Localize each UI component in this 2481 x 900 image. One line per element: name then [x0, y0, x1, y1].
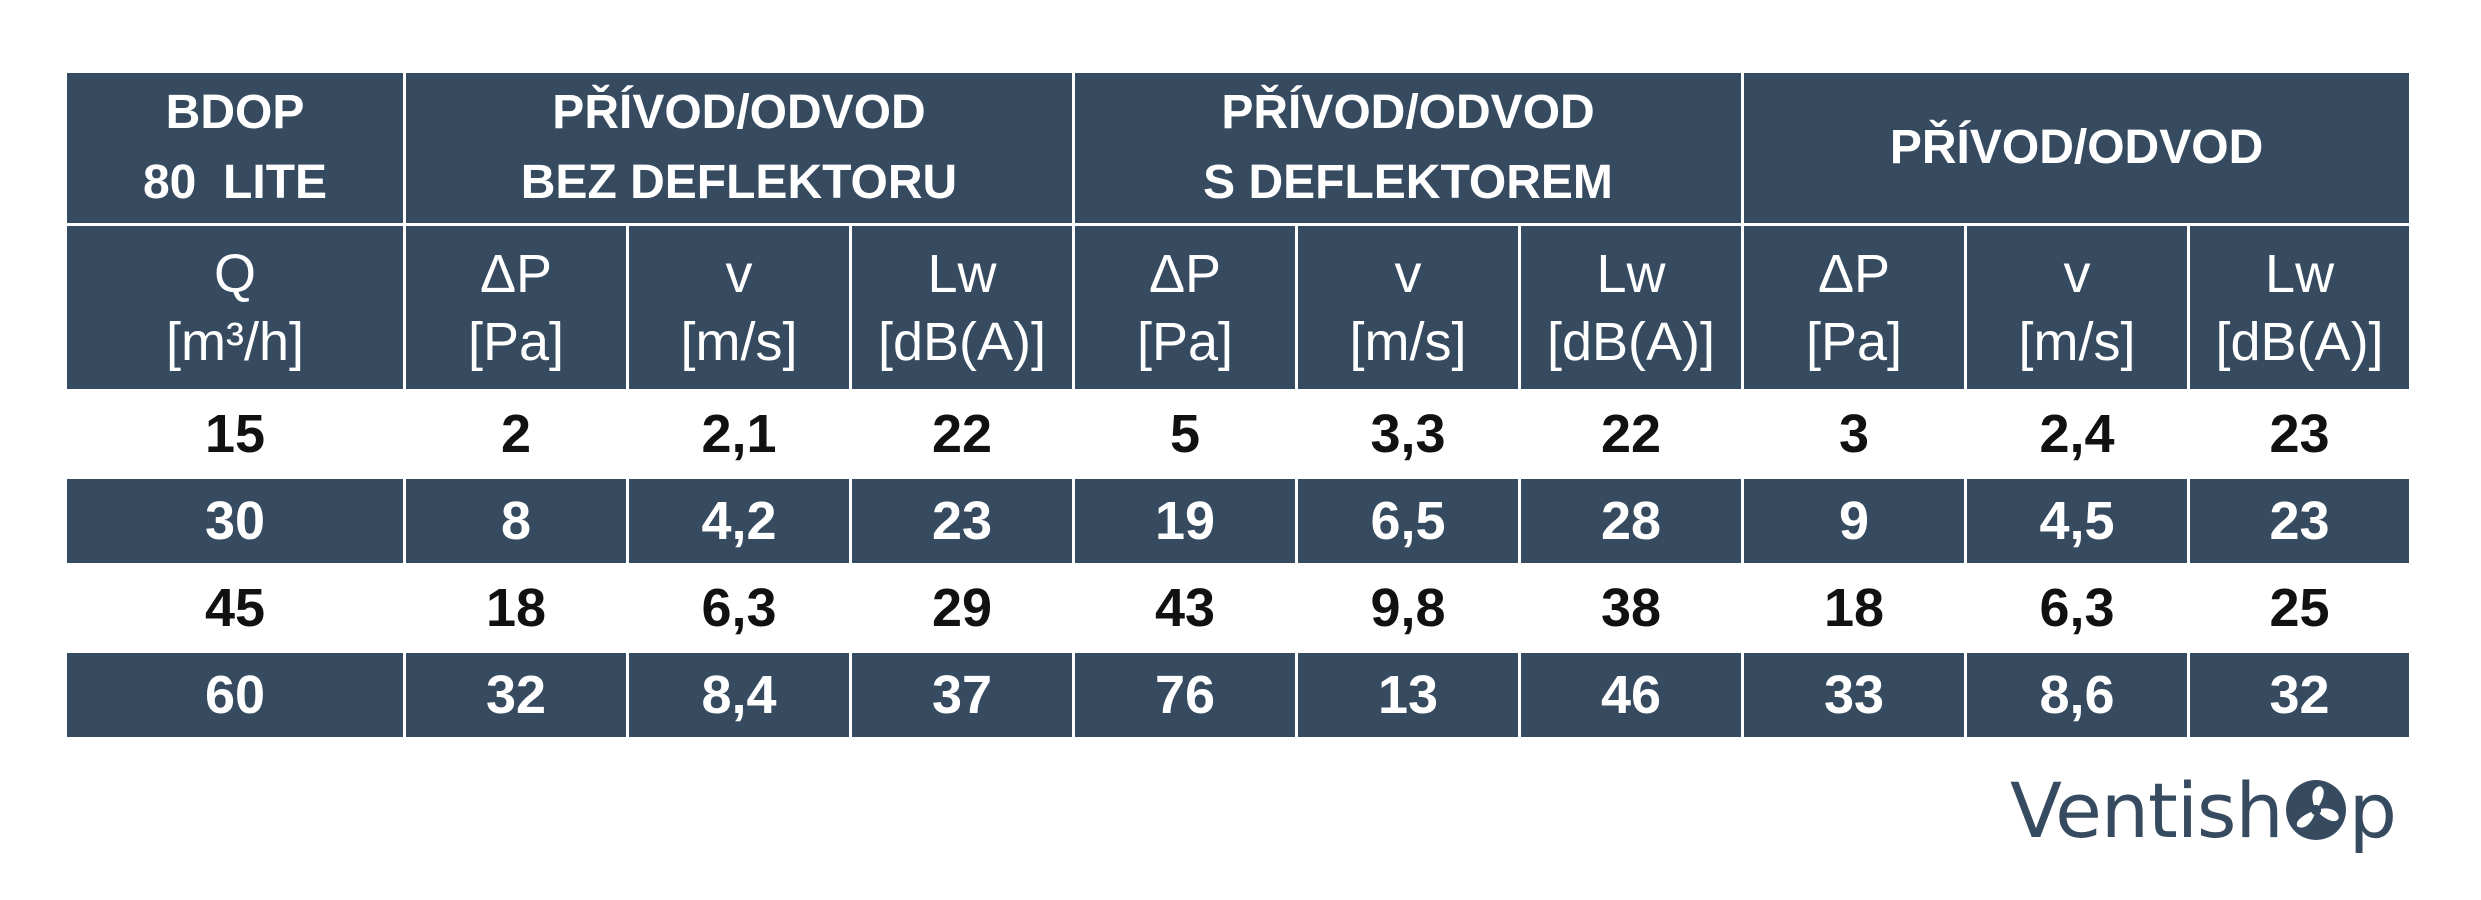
table-cell: 5	[1072, 389, 1298, 479]
header-group-row: BDOP 80 LITE PŘÍVOD/ODVOD BEZ DEFLEKTORU…	[64, 70, 2413, 226]
table-cell: 23	[2187, 476, 2413, 566]
table-row: 60 32 8,4 37 76 13 46 33 8,6 32	[64, 650, 2413, 740]
model-header: BDOP 80 LITE	[64, 70, 406, 226]
column-header-unit: [m³/h]	[165, 311, 304, 372]
model-name: BDOP	[165, 86, 305, 139]
group-header-no-deflector: PŘÍVOD/ODVOD BEZ DEFLEKTORU	[403, 70, 1075, 226]
table-cell: 6,3	[1964, 563, 2191, 653]
table-cell: 6,5	[1295, 476, 1521, 566]
column-header-quantity: v	[2063, 243, 2091, 304]
table-cell: 8	[403, 476, 629, 566]
flow-rate-cell: 45	[64, 563, 406, 653]
table-cell: 25	[2187, 563, 2413, 653]
column-header: Q [m³/h]	[64, 223, 406, 392]
column-header-quantity: Q	[213, 243, 256, 304]
column-header-row: Q [m³/h] ΔP [Pa] v [m/s] Lw [dB(A)] ΔP [Pa] v [m/s]…	[64, 223, 2413, 392]
table-cell: 38	[1517, 563, 1745, 653]
column-header: v [m/s]	[1295, 223, 1521, 392]
table-cell: 3	[1741, 389, 1968, 479]
column-header: ΔP [Pa]	[1741, 223, 1968, 392]
column-header-unit: [dB(A)]	[1546, 311, 1716, 372]
column-header-quantity: v	[1394, 243, 1422, 304]
group-header-line: PŘÍVOD/ODVOD	[1221, 86, 1595, 139]
table-cell: 29	[849, 563, 1075, 653]
table-cell: 6,3	[626, 563, 852, 653]
column-header-unit: [m/s]	[680, 311, 798, 372]
table-cell: 18	[403, 563, 629, 653]
model-variant: 80 LITE	[142, 156, 328, 209]
table-cell: 4,5	[1964, 476, 2191, 566]
table-cell: 76	[1072, 650, 1298, 740]
table-cell: 18	[1741, 563, 1968, 653]
flow-rate-cell: 60	[64, 650, 406, 740]
column-header-quantity: Lw	[927, 243, 997, 304]
table-cell: 33	[1741, 650, 1968, 740]
table-row: 30 8 4,2 23 19 6,5 28 9 4,5 23	[64, 476, 2413, 566]
ventishop-logo: Ventish p	[2010, 760, 2410, 860]
table-cell: 13	[1295, 650, 1521, 740]
table-cell: 2,1	[626, 389, 852, 479]
column-header-quantity: ΔP	[479, 243, 553, 304]
table-row: 15 2 2,1 22 5 3,3 22 3 2,4 23	[64, 389, 2413, 479]
group-header-line: PŘÍVOD/ODVOD	[1889, 121, 2264, 174]
logo-text-right: p	[2348, 765, 2397, 855]
column-header-unit: [dB(A)]	[2215, 311, 2384, 372]
table-cell: 22	[1517, 389, 1745, 479]
column-header: ΔP [Pa]	[403, 223, 629, 392]
column-header: ΔP [Pa]	[1072, 223, 1298, 392]
group-header-line: S DEFLEKTOREM	[1203, 156, 1613, 209]
table-cell: 2	[403, 389, 629, 479]
column-header: v [m/s]	[1964, 223, 2191, 392]
table-cell: 8,6	[1964, 650, 2191, 740]
column-header-unit: [Pa]	[1136, 311, 1234, 372]
column-header-quantity: v	[725, 243, 753, 304]
group-header-line: PŘÍVOD/ODVOD	[552, 86, 926, 139]
table-cell: 19	[1072, 476, 1298, 566]
table-cell: 8,4	[626, 650, 852, 740]
column-header-unit: [Pa]	[467, 311, 565, 372]
table-cell: 9,8	[1295, 563, 1521, 653]
group-header-line: BEZ DEFLEKTORU	[520, 156, 958, 209]
table-cell: 22	[849, 389, 1075, 479]
logo-text-left: Ventish	[2010, 765, 2284, 855]
column-header-unit: [dB(A)]	[877, 311, 1047, 372]
flow-rate-cell: 30	[64, 476, 406, 566]
column-header-unit: [Pa]	[1806, 311, 1903, 372]
table-cell: 32	[2187, 650, 2413, 740]
table-row: 45 18 6,3 29 43 9,8 38 18 6,3 25	[64, 563, 2413, 653]
table-cell: 28	[1517, 476, 1745, 566]
table-cell: 9	[1741, 476, 1968, 566]
column-header: v [m/s]	[626, 223, 852, 392]
column-header: Lw [dB(A)]	[1517, 223, 1745, 392]
fan-icon	[2285, 780, 2346, 840]
column-header-quantity: Lw	[2265, 243, 2335, 304]
column-header: Lw [dB(A)]	[2187, 223, 2413, 392]
table-body: 15 2 2,1 22 5 3,3 22 3 2,4 23 30 8 4,2 23 19 6,5 28 9 4,5 2…	[64, 389, 2413, 740]
table-cell: 3,3	[1295, 389, 1521, 479]
column-header-quantity: Lw	[1596, 243, 1666, 304]
table-cell: 32	[403, 650, 629, 740]
group-header-plain: PŘÍVOD/ODVOD	[1741, 70, 2413, 226]
table-cell: 43	[1072, 563, 1298, 653]
flow-rate-cell: 15	[64, 389, 406, 479]
column-header-quantity: ΔP	[1148, 243, 1222, 304]
column-header-unit: [m/s]	[1349, 311, 1467, 372]
column-header-unit: [m/s]	[2018, 311, 2136, 372]
table-cell: 23	[849, 476, 1075, 566]
column-header-quantity: ΔP	[1817, 243, 1891, 304]
column-header: Lw [dB(A)]	[849, 223, 1075, 392]
table-cell: 37	[849, 650, 1075, 740]
spec-table: BDOP 80 LITE PŘÍVOD/ODVOD BEZ DEFLEKTORU…	[64, 70, 2413, 740]
table-cell: 23	[2187, 389, 2413, 479]
table-cell: 4,2	[626, 476, 852, 566]
table-cell: 2,4	[1964, 389, 2191, 479]
group-header-with-deflector: PŘÍVOD/ODVOD S DEFLEKTOREM	[1071, 70, 1745, 226]
table-cell: 46	[1517, 650, 1745, 740]
